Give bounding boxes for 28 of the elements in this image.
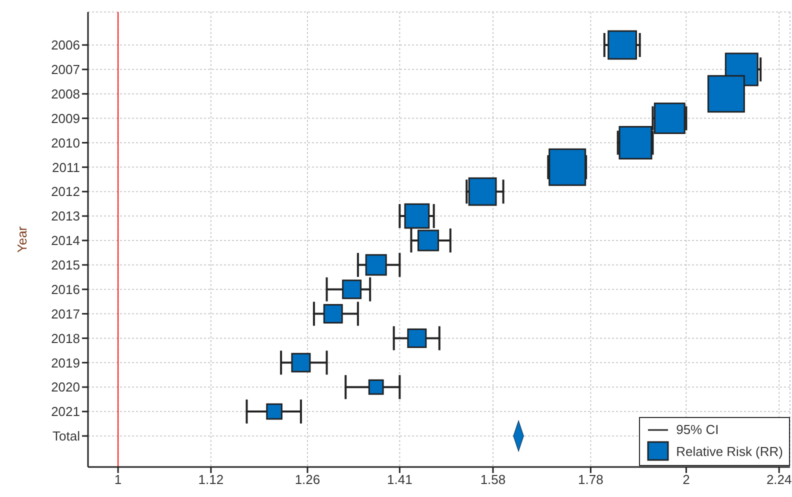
y-tick-label: 2011 [52,160,80,175]
x-tick-label: 2.24 [766,472,792,488]
y-tick-label: 2008 [51,86,80,102]
y-tick-label: 2017 [51,306,80,322]
y-tick-label: 2012 [51,184,80,200]
annotation: 95% CI [676,422,719,437]
y-tick-label: 2020 [51,380,80,395]
y-tick-label: 2009 [51,110,80,126]
y-tick-label: 2006 [51,38,80,53]
y-tick-label: 2019 [51,355,80,370]
x-tick-label: 1.26 [294,472,320,488]
y-tick-label: 2021 [51,404,80,420]
y-tick-label: 2007 [51,62,80,78]
y-tick-label: 2010 [51,135,80,150]
x-tick-label: 1 [114,472,122,488]
x-tick-label: 1.41 [387,472,412,488]
x-tick-label: 1.12 [198,472,224,488]
x-tick-label: 2 [682,472,690,488]
y-tick-label: 2014 [51,233,80,248]
y-tick-label: Total [52,428,80,444]
y-tick-label: 2018 [51,330,80,346]
x-tick-label: 1.58 [480,472,506,488]
x-tick-label: 1.78 [578,472,604,488]
y-axis-title: Year [14,226,30,253]
legend-label: Relative Risk (RR) [676,444,783,458]
y-tick-label: 2016 [51,282,80,297]
y-tick-label: 2015 [51,258,80,273]
y-tick-label: 2013 [51,208,80,224]
